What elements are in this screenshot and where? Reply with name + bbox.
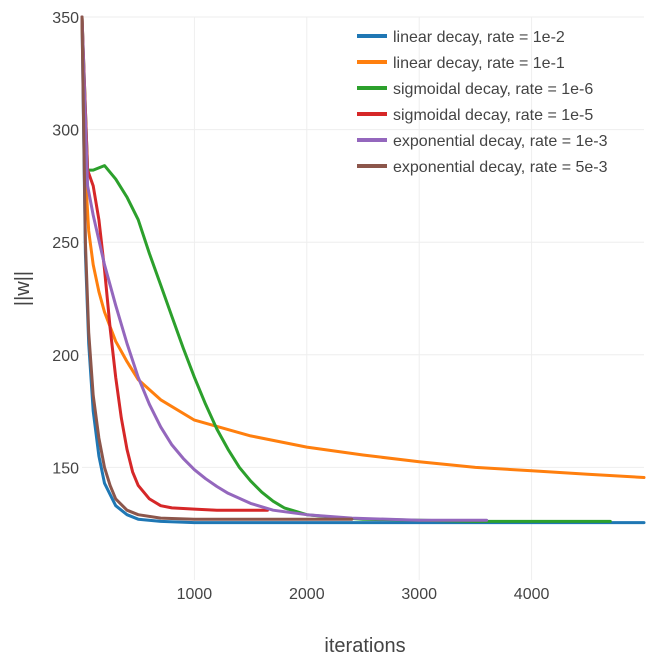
series-lines (80, 15, 646, 525)
y-tick-label: 350 (52, 10, 79, 27)
series-line-4 (80, 15, 269, 512)
legend[interactable]: linear decay, rate = 1e-2 linear decay, r… (357, 29, 608, 176)
legend-item[interactable]: sigmoidal decay, rate = 1e-6 (357, 81, 593, 98)
legend-label: exponential decay, rate = 5e-3 (393, 159, 608, 176)
y-tick-label: 150 (52, 460, 79, 477)
x-axis-title: iterations (324, 635, 405, 657)
legend-item[interactable]: sigmoidal decay, rate = 1e-5 (357, 107, 593, 124)
x-tick-label: 2000 (289, 586, 325, 603)
y-tick-label: 200 (52, 348, 79, 365)
legend-item[interactable]: linear decay, rate = 1e-2 (357, 29, 565, 46)
grid-lines (82, 16, 644, 580)
legend-item[interactable]: exponential decay, rate = 1e-3 (357, 133, 608, 150)
legend-item[interactable]: linear decay, rate = 1e-1 (357, 55, 565, 72)
x-tick-label: 4000 (514, 586, 550, 603)
legend-label: sigmoidal decay, rate = 1e-5 (393, 107, 593, 124)
x-tick-label: 3000 (401, 586, 437, 603)
series-line-5 (80, 15, 489, 522)
y-axis-title: ||w|| (12, 271, 34, 306)
legend-label: linear decay, rate = 1e-2 (393, 29, 565, 46)
series-line-2 (80, 15, 646, 479)
x-tick-label: 1000 (177, 586, 213, 603)
legend-label: sigmoidal decay, rate = 1e-6 (393, 81, 593, 98)
series-line-6 (80, 15, 354, 521)
legend-label: linear decay, rate = 1e-1 (393, 55, 565, 72)
legend-item[interactable]: exponential decay, rate = 5e-3 (357, 159, 608, 176)
legend-label: exponential decay, rate = 1e-3 (393, 133, 608, 150)
tick-labels: 150 200 250 300 350 1000 2000 3000 4000 (52, 10, 549, 603)
y-tick-label: 300 (52, 123, 79, 140)
y-tick-label: 250 (52, 235, 79, 252)
